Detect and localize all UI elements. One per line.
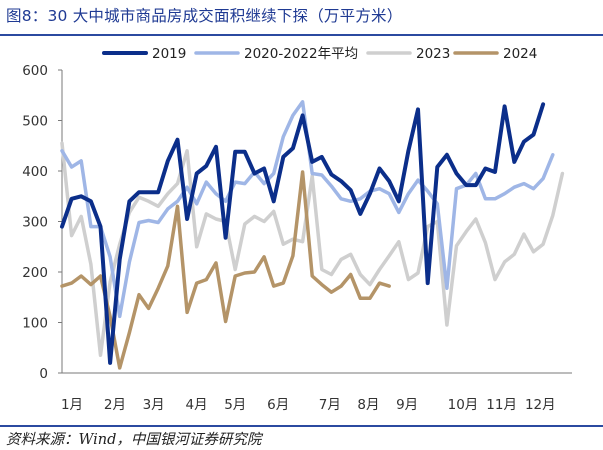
y-tick-label: 100 (22, 316, 48, 332)
series-line-2019 (60, 102, 546, 365)
series-line-2023 (60, 141, 565, 358)
bottom-rule (0, 425, 603, 427)
x-month-label: 7月 (319, 397, 341, 413)
chart-legend: 2019 2020-2022年平均 2023 2024 (102, 46, 537, 62)
series-line-2024 (60, 170, 391, 370)
legend-label-2023: 2023 (416, 46, 450, 62)
chart-axes: 0 100 200 300 400 500 600 1月 2月 3月 4月 5月 6月 7月 8月 9月 10月… (22, 63, 572, 413)
source-note: 资料来源：Wind，中国银河证券研究院 (6, 432, 262, 448)
x-month-label: 12月 (525, 397, 556, 413)
x-month-label: 9月 (396, 397, 418, 413)
x-month-label: 4月 (186, 397, 208, 413)
legend-label-2020-2022年平均: 2020-2022年平均 (244, 46, 358, 62)
x-month-label: 6月 (267, 397, 289, 413)
y-tick-label: 300 (22, 215, 48, 231)
x-month-label: 1月 (61, 397, 83, 413)
x-month-label: 11月 (486, 397, 517, 413)
line-chart: 0 100 200 300 400 500 600 1月 2月 3月 4月 5月 6月 7月 8月 9月 10月… (22, 46, 572, 413)
chart-figure-title: 图8：30 大中城市商品房成交面积继续下探（万平方米） (6, 7, 403, 25)
x-month-label: 10月 (448, 397, 479, 413)
y-tick-label: 200 (22, 265, 48, 281)
chart-series-lines (60, 100, 565, 370)
top-rule (0, 34, 603, 36)
x-month-label: 5月 (224, 397, 246, 413)
y-tick-label: 0 (39, 366, 48, 382)
y-tick-label: 400 (22, 164, 48, 180)
x-month-label: 3月 (143, 397, 165, 413)
legend-label-2024: 2024 (503, 46, 537, 62)
y-tick-label: 600 (22, 63, 48, 79)
x-month-label: 8月 (357, 397, 379, 413)
x-month-label: 2月 (104, 397, 126, 413)
legend-label-2019: 2019 (152, 46, 186, 62)
y-tick-label: 500 (22, 114, 48, 130)
